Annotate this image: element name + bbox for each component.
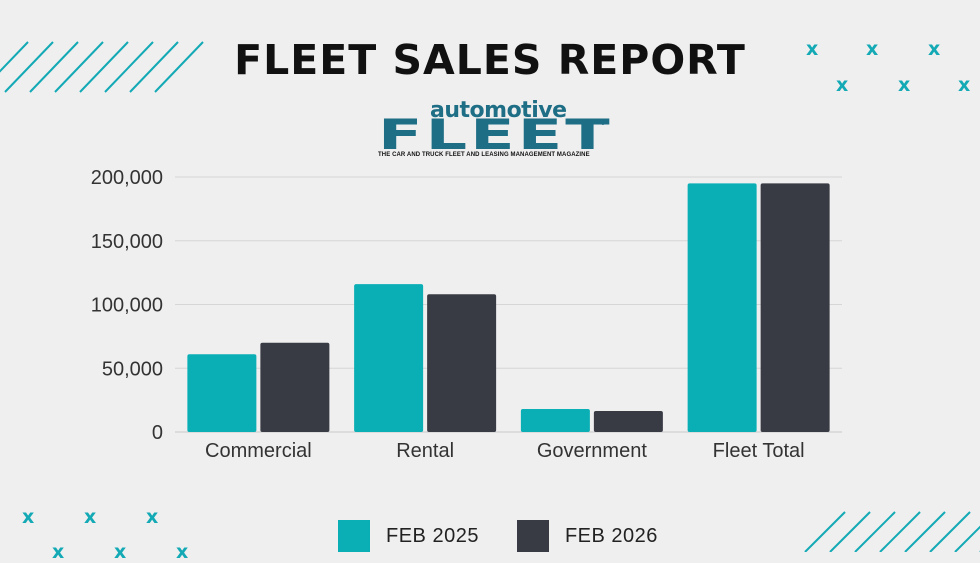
decorative-x-icon: x xyxy=(84,506,97,528)
legend-swatch-feb-2025 xyxy=(338,520,370,552)
y-tick-label: 100,000 xyxy=(91,295,163,317)
bar-rental-feb-2026 xyxy=(427,294,497,432)
decorative-stripe xyxy=(0,41,29,73)
decorative-x-icon: x xyxy=(806,38,819,60)
decorative-stripe xyxy=(54,41,104,93)
decorative-x-icon: x xyxy=(52,541,65,563)
logo-registered-mark: ® xyxy=(600,118,606,127)
bar-government-feb-2025 xyxy=(520,409,590,432)
decorative-stripe xyxy=(154,41,204,93)
bar-commercial-feb-2026 xyxy=(260,342,330,432)
legend-label-feb-2025: FEB 2025 xyxy=(386,524,479,547)
x-axis-ticks: Commercial Rental Government Fleet Total xyxy=(205,440,805,462)
bar-government-feb-2026 xyxy=(593,410,663,432)
x-tick-label: Commercial xyxy=(205,440,312,462)
bar-fleet-total-feb-2025 xyxy=(687,183,757,432)
page-title: FLEET SALES REPORT xyxy=(234,36,746,84)
decorative-stripe xyxy=(829,511,871,552)
decorative-x-icon: x xyxy=(958,74,971,96)
logo-main-text: FLEET xyxy=(378,110,613,159)
decorative-x-icon: x xyxy=(928,38,941,60)
decorative-x-icon: x xyxy=(176,541,189,563)
decorative-x-icon: x xyxy=(114,541,127,563)
logo-top-text: automotive xyxy=(430,98,567,123)
y-tick-label: 150,000 xyxy=(91,231,163,253)
y-tick-label: 0 xyxy=(152,422,163,444)
x-tick-label: Rental xyxy=(396,440,454,462)
decorative-stripe xyxy=(79,41,129,93)
decorative-stripe xyxy=(29,41,79,93)
decorative-stripe xyxy=(954,525,980,552)
chart-bars xyxy=(187,183,830,432)
decorative-x-icon: x xyxy=(146,506,159,528)
decorative-stripe xyxy=(929,511,971,552)
decorative-stripe xyxy=(104,41,154,93)
decorative-stripe xyxy=(879,511,921,552)
decorative-stripe xyxy=(854,511,896,552)
decorative-x-icon: x xyxy=(836,74,849,96)
y-tick-label: 200,000 xyxy=(91,167,163,189)
bar-fleet-total-feb-2026 xyxy=(760,183,830,432)
decorative-x-icon: x xyxy=(22,506,35,528)
y-axis-ticks: 0 50,000 100,000 150,000 200,000 xyxy=(91,167,163,444)
chart-legend: FEB 2025 FEB 2026 xyxy=(338,520,696,552)
decorative-x-icon: x xyxy=(866,38,879,60)
decorative-stripes xyxy=(0,41,980,552)
decorative-stripe xyxy=(804,511,846,552)
x-tick-label: Government xyxy=(537,440,647,462)
decorative-stripe xyxy=(129,41,179,93)
bar-commercial-feb-2025 xyxy=(187,354,257,432)
x-tick-label: Fleet Total xyxy=(713,440,805,462)
legend-swatch-feb-2026 xyxy=(516,520,549,552)
bar-rental-feb-2025 xyxy=(354,284,424,432)
decorative-x-icon: x xyxy=(898,74,911,96)
logo-subtitle: THE CAR AND TRUCK FLEET AND LEASING MANA… xyxy=(378,152,590,158)
decorative-stripe xyxy=(904,511,946,552)
decorative-stripe xyxy=(4,41,54,93)
y-tick-label: 50,000 xyxy=(102,358,163,380)
automotive-fleet-logo: automotive FLEET ® THE CAR AND TRUCK FLE… xyxy=(378,98,610,162)
legend-label-feb-2026: FEB 2026 xyxy=(564,524,658,547)
legend-item-feb-2026: FEB 2026 xyxy=(516,520,658,552)
legend-item-feb-2025: FEB 2025 xyxy=(338,520,479,552)
